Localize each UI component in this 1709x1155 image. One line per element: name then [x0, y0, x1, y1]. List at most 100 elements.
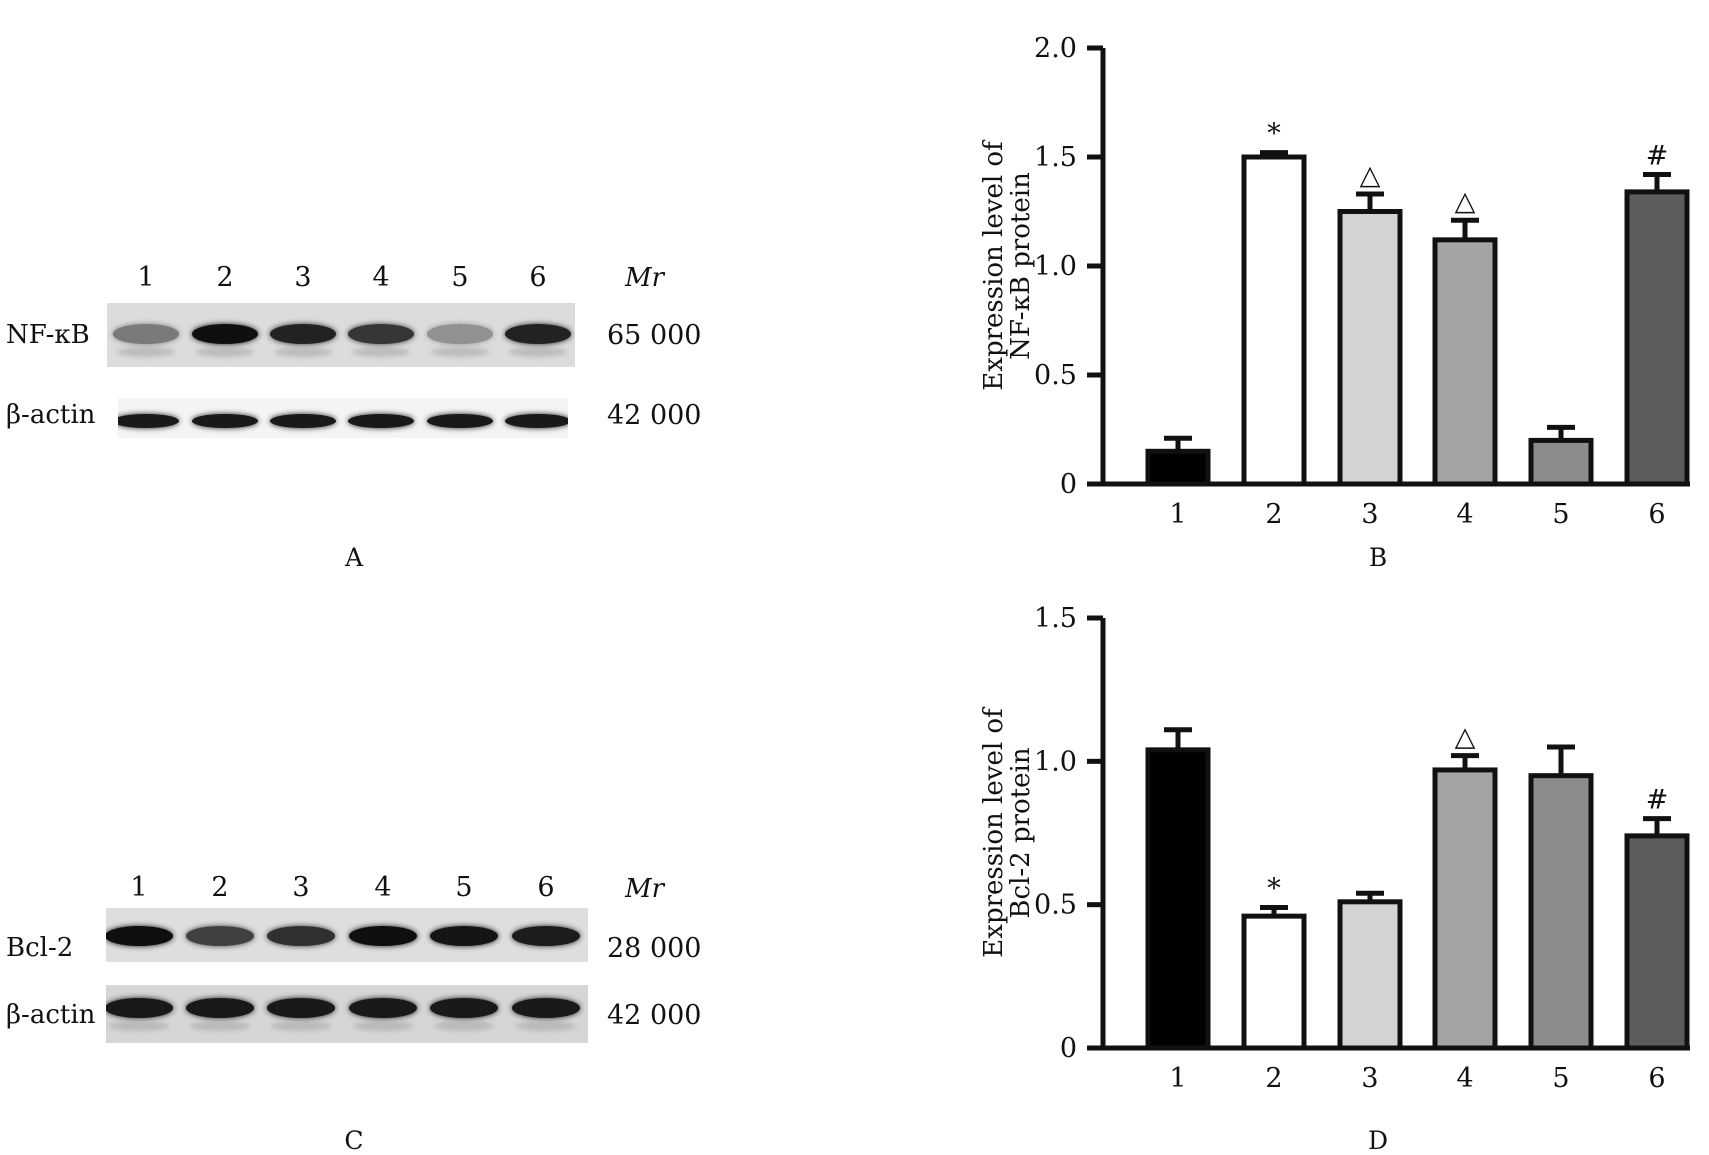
blot-band	[118, 414, 179, 428]
y-tick-label: 0	[1060, 1033, 1077, 1064]
blot-band	[348, 414, 414, 428]
blot-band	[427, 414, 493, 428]
significance-mark: △	[1455, 722, 1476, 753]
protein-label-nfkb: NF-κB	[6, 320, 90, 350]
lane-number: 6	[529, 262, 547, 293]
blot-band	[192, 414, 258, 428]
bar	[1432, 237, 1498, 487]
bar	[1241, 154, 1307, 487]
significance-mark: *	[1267, 874, 1281, 905]
significance-mark: *	[1267, 119, 1281, 150]
blot-band	[505, 324, 571, 344]
lane-number: 3	[294, 262, 312, 293]
blot-band	[512, 926, 580, 946]
blot-band	[267, 998, 335, 1018]
x-tick-label: 5	[1552, 1063, 1569, 1094]
lane-number: 4	[374, 872, 392, 903]
blot-strip-actin	[118, 398, 568, 438]
x-tick-label: 3	[1361, 499, 1378, 530]
protein-label-actin: β-actin	[6, 400, 96, 430]
blot-band	[430, 926, 498, 946]
blot-band-shadow	[353, 1021, 413, 1031]
y-tick-label: 2.0	[1034, 33, 1077, 64]
bar	[1337, 899, 1403, 1051]
panel-letter-b: B	[1368, 543, 1388, 572]
blot-band	[113, 324, 179, 344]
panel-letter-a: A	[344, 543, 364, 572]
blot-band	[512, 998, 580, 1018]
blot-band	[106, 926, 173, 946]
y-tick-label: 0.5	[1034, 360, 1077, 391]
lane-number: 3	[292, 872, 310, 903]
protein-label-actin: β-actin	[6, 1000, 96, 1030]
blot-band	[430, 998, 498, 1018]
blot-band	[348, 324, 414, 344]
x-tick-label: 3	[1361, 1063, 1378, 1094]
x-tick-label: 6	[1648, 499, 1665, 530]
x-tick-label: 6	[1648, 1063, 1665, 1094]
blot-band	[267, 926, 335, 946]
significance-mark: #	[1646, 140, 1669, 171]
blot-band-shadow	[196, 347, 254, 357]
x-tick-label: 2	[1265, 499, 1282, 530]
bar	[1624, 189, 1690, 487]
bar	[1337, 209, 1403, 487]
y-tick-label: 0.5	[1034, 890, 1077, 921]
x-tick-label: 1	[1169, 1063, 1186, 1094]
x-tick-label: 4	[1456, 499, 1473, 530]
y-axis-label: Expression level of	[979, 139, 1009, 391]
significance-mark: △	[1360, 160, 1381, 191]
lane-number: 2	[216, 262, 234, 293]
bar	[1145, 448, 1211, 487]
blot-band	[186, 926, 254, 946]
mw-label: 42 000	[607, 400, 702, 431]
y-axis-label: Bcl-2 protein	[1006, 747, 1036, 918]
blot-band-shadow	[117, 347, 175, 357]
protein-label-bcl2: Bcl-2	[6, 933, 74, 963]
blot-band	[349, 926, 417, 946]
blot-band	[349, 998, 417, 1018]
y-tick-label: 0	[1060, 469, 1077, 500]
blot-strip-nfkb	[107, 303, 575, 367]
lane-number: 1	[137, 262, 155, 293]
x-tick-label: 1	[1169, 499, 1186, 530]
mw-label: 42 000	[607, 1000, 702, 1031]
blot-band-shadow	[509, 347, 567, 357]
y-axis-label: NF-κB protein	[1006, 172, 1036, 360]
blot-band-shadow	[516, 1021, 576, 1031]
mw-label: 28 000	[607, 933, 702, 964]
blot-band-shadow	[271, 1021, 331, 1031]
lane-number: 4	[372, 262, 390, 293]
y-tick-label: 1.0	[1034, 251, 1077, 282]
blot-band-shadow	[434, 1021, 494, 1031]
bar	[1528, 437, 1594, 487]
mr-label: Mr	[625, 874, 665, 904]
lane-number: 6	[537, 872, 555, 903]
y-axis-label: Expression level of	[979, 706, 1009, 958]
bar	[1432, 767, 1498, 1051]
lane-number: 5	[451, 262, 469, 293]
bar	[1528, 773, 1594, 1051]
lane-number: 2	[211, 872, 229, 903]
blot-band	[192, 324, 258, 344]
significance-mark: △	[1455, 186, 1476, 217]
x-tick-label: 2	[1265, 1063, 1282, 1094]
x-tick-label: 4	[1456, 1063, 1473, 1094]
bar	[1624, 833, 1690, 1051]
blot-band	[106, 998, 173, 1018]
blot-band-shadow	[431, 347, 489, 357]
panel-letter-c: C	[344, 1126, 364, 1155]
lane-number: 1	[130, 872, 148, 903]
blot-band	[186, 998, 254, 1018]
mr-label: Mr	[625, 263, 665, 293]
blot-strip-bcl2	[106, 908, 588, 962]
lane-number: 5	[455, 872, 473, 903]
bar	[1145, 747, 1211, 1051]
blot-band	[270, 414, 336, 428]
significance-mark: #	[1646, 785, 1669, 816]
bar	[1241, 913, 1307, 1051]
y-tick-label: 1.5	[1034, 603, 1077, 634]
mw-label: 65 000	[607, 320, 702, 351]
